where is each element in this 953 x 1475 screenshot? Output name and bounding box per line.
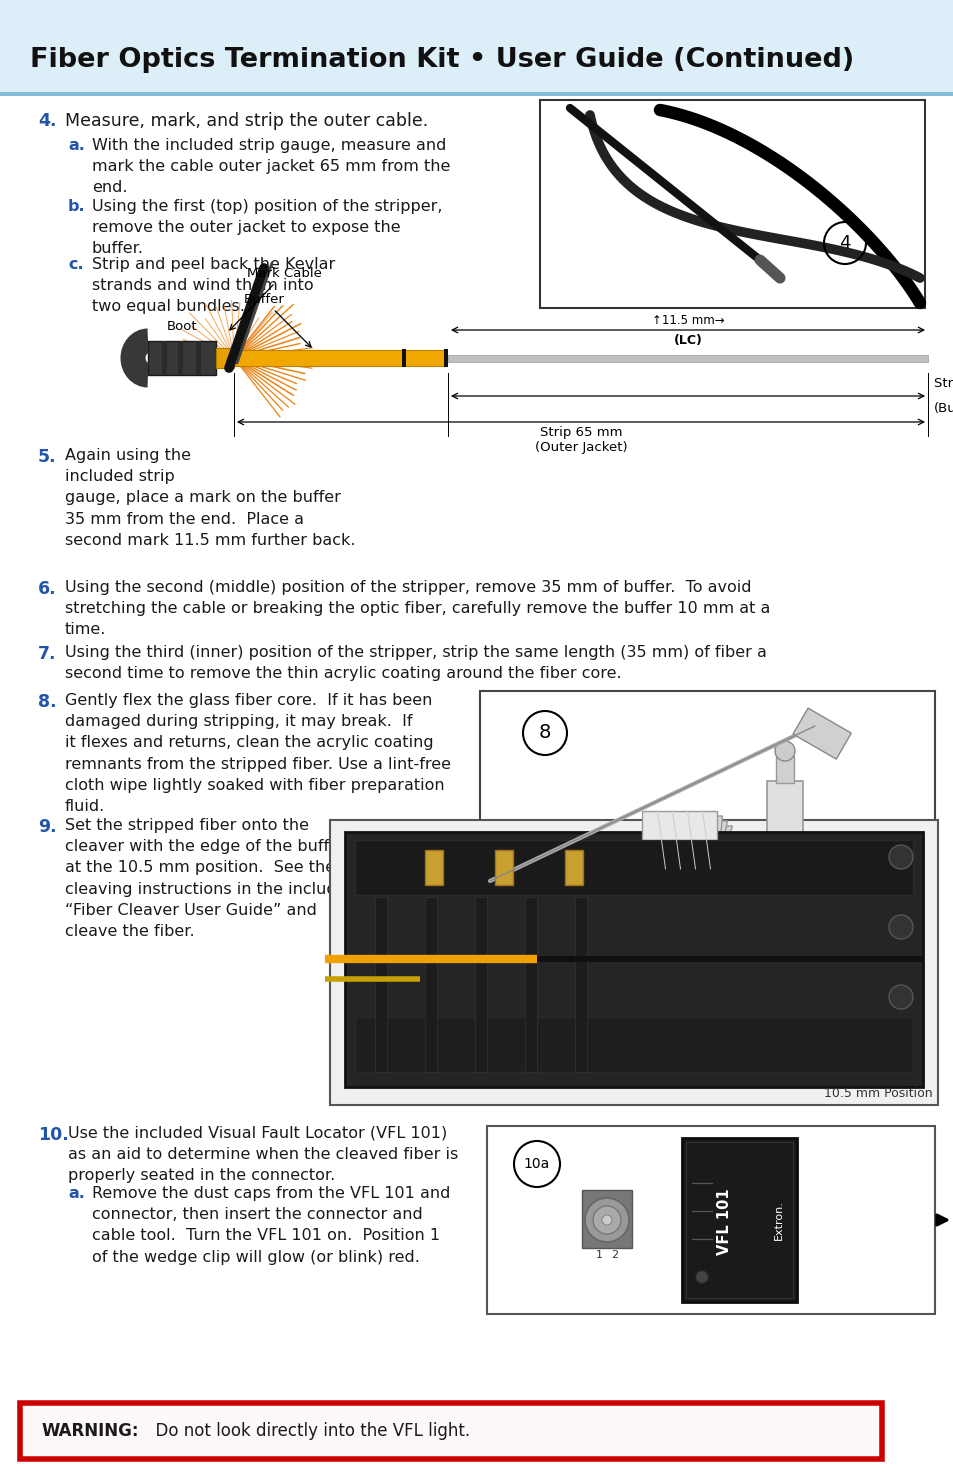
- Text: Strip and peel back the Kevlar
strands and wind them into
two equal bundles.: Strip and peel back the Kevlar strands a…: [91, 257, 335, 314]
- Bar: [401, 350, 406, 367]
- Bar: [162, 341, 167, 375]
- Text: b.: b.: [68, 199, 86, 214]
- Text: 8: 8: [538, 724, 551, 742]
- Text: Fiber Optics Termination Kit • User Guide (Continued): Fiber Optics Termination Kit • User Guid…: [30, 47, 853, 72]
- Circle shape: [601, 1215, 612, 1226]
- Bar: [375, 897, 387, 1072]
- Text: 6.: 6.: [38, 580, 56, 597]
- Bar: [233, 350, 443, 366]
- Circle shape: [593, 1207, 620, 1235]
- Text: Boot: Boot: [167, 320, 197, 333]
- Bar: [345, 956, 923, 962]
- Text: Using the second (middle) position of the stripper, remove 35 mm of buffer.  To : Using the second (middle) position of th…: [65, 580, 770, 637]
- Bar: [575, 897, 586, 1072]
- Text: 8.: 8.: [38, 693, 56, 711]
- Text: Buffer: Buffer: [243, 294, 311, 347]
- Text: a.: a.: [68, 139, 85, 153]
- Text: Mark Cable: Mark Cable: [230, 267, 321, 330]
- Bar: [178, 341, 183, 375]
- Bar: [766, 780, 802, 872]
- Text: ↑11.5 mm→: ↑11.5 mm→: [651, 314, 723, 327]
- Text: Do not look directly into the VFL light.: Do not look directly into the VFL light.: [145, 1422, 470, 1440]
- Bar: [775, 757, 793, 783]
- Text: a.: a.: [68, 1186, 85, 1201]
- Text: Strip 35 mm: Strip 35 mm: [933, 378, 953, 389]
- Text: 10a: 10a: [523, 1156, 550, 1171]
- Polygon shape: [641, 822, 727, 869]
- Bar: [681, 1139, 796, 1302]
- Text: Again using the
included strip
gauge, place a mark on the buffer
35 mm from the : Again using the included strip gauge, pl…: [65, 448, 355, 547]
- Text: 1: 1: [595, 1249, 602, 1260]
- Circle shape: [888, 845, 912, 869]
- Bar: [215, 348, 233, 367]
- Bar: [424, 897, 436, 1072]
- Bar: [330, 820, 937, 1105]
- Bar: [475, 897, 486, 1072]
- Text: 10.5 mm Position: 10.5 mm Position: [823, 1087, 932, 1100]
- Text: c.: c.: [68, 257, 84, 271]
- Text: Set the stripped fiber onto the
cleaver with the edge of the buffer
at the 10.5 : Set the stripped fiber onto the cleaver …: [65, 819, 356, 940]
- Bar: [0, 91, 953, 96]
- Bar: [524, 897, 537, 1072]
- Text: With the included strip gauge, measure and
mark the cable outer jacket 65 mm fro: With the included strip gauge, measure a…: [91, 139, 450, 196]
- Bar: [195, 341, 201, 375]
- Bar: [495, 850, 513, 885]
- Text: 5.: 5.: [38, 448, 56, 466]
- Bar: [479, 690, 934, 909]
- Text: Use the included Visual Fault Locator (VFL 101)
as an aid to determine when the : Use the included Visual Fault Locator (V…: [68, 1125, 457, 1183]
- Text: (Buffer): (Buffer): [933, 403, 953, 414]
- Bar: [424, 850, 442, 885]
- Circle shape: [696, 1271, 707, 1283]
- Circle shape: [584, 1198, 628, 1242]
- Bar: [0, 0, 953, 93]
- Text: WARNING:: WARNING:: [42, 1422, 139, 1440]
- Circle shape: [888, 985, 912, 1009]
- Bar: [539, 100, 924, 308]
- Text: 4.: 4.: [38, 112, 56, 130]
- Polygon shape: [641, 811, 717, 869]
- Text: Extron.: Extron.: [773, 1201, 783, 1240]
- Text: 10.: 10.: [38, 1125, 69, 1145]
- Text: Strip 65 mm
(Outer Jacket): Strip 65 mm (Outer Jacket): [534, 426, 627, 454]
- Bar: [685, 1142, 792, 1298]
- Bar: [148, 341, 215, 375]
- Text: 2: 2: [611, 1249, 618, 1260]
- Bar: [345, 832, 923, 1087]
- FancyBboxPatch shape: [20, 1403, 882, 1459]
- Bar: [792, 708, 850, 760]
- Bar: [355, 1016, 912, 1072]
- Bar: [443, 350, 448, 367]
- Circle shape: [888, 914, 912, 940]
- Text: 7.: 7.: [38, 645, 56, 662]
- Bar: [581, 1190, 631, 1248]
- Bar: [448, 354, 927, 361]
- Text: VFL 101: VFL 101: [717, 1189, 732, 1255]
- Text: Measure, mark, and strip the outer cable.: Measure, mark, and strip the outer cable…: [65, 112, 428, 130]
- Text: 4: 4: [839, 235, 850, 252]
- Circle shape: [774, 740, 794, 761]
- Text: Gently flex the glass fiber core.  If it has been
damaged during stripping, it m: Gently flex the glass fiber core. If it …: [65, 693, 451, 814]
- Bar: [486, 1125, 934, 1314]
- Polygon shape: [641, 816, 721, 869]
- Text: Using the first (top) position of the stripper,
remove the outer jacket to expos: Using the first (top) position of the st…: [91, 199, 442, 257]
- Text: 9.: 9.: [38, 819, 56, 836]
- Text: Remove the dust caps from the VFL 101 and
connector, then insert the connector a: Remove the dust caps from the VFL 101 an…: [91, 1186, 450, 1264]
- Bar: [564, 850, 582, 885]
- Text: Using the third (inner) position of the stripper, strip the same length (35 mm) : Using the third (inner) position of the …: [65, 645, 766, 681]
- Bar: [355, 839, 912, 895]
- Polygon shape: [641, 826, 732, 869]
- Text: (LC): (LC): [673, 333, 701, 347]
